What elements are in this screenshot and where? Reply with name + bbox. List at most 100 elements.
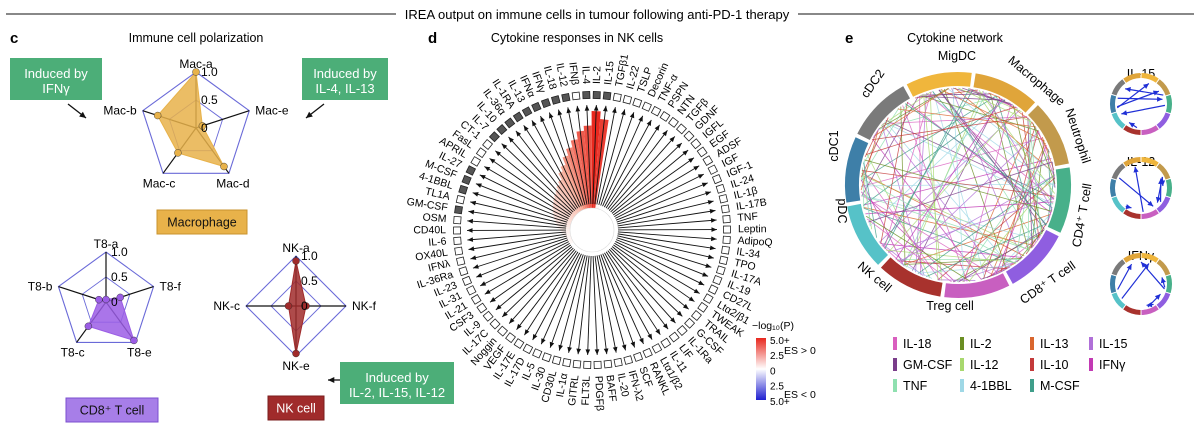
network-edge — [1041, 136, 1055, 170]
cytokine-arrowhead — [470, 200, 477, 206]
t8-tick-label: 0 — [111, 295, 118, 309]
cytokine-box — [702, 293, 714, 304]
network-segment — [847, 203, 888, 265]
cytokine-arrow — [495, 150, 573, 214]
network-edge — [898, 174, 1055, 263]
network-legend-label: GM-CSF — [903, 358, 953, 372]
mini-network-arrowhead — [1157, 96, 1163, 102]
cytokine-arrow — [489, 158, 571, 216]
network-edge — [902, 213, 1051, 266]
mini-network-arrowhead — [1143, 263, 1149, 270]
cytokine-label: TPO — [733, 257, 757, 274]
cytokine-arrowhead — [602, 105, 608, 112]
mini-network-arrowhead — [1147, 200, 1154, 207]
cytokine-box — [513, 338, 525, 349]
cytokine-box — [454, 205, 463, 215]
network-edge — [865, 201, 1054, 215]
network-edge — [863, 158, 1052, 206]
cytokine-arrow — [614, 165, 700, 218]
cytokine-arrow — [577, 255, 590, 355]
t8-outer-ring — [57, 251, 155, 344]
network-edge — [863, 162, 877, 238]
mini-network-segment — [1123, 157, 1141, 167]
network-edge — [989, 93, 1029, 252]
nk-label: NK cell — [267, 395, 325, 421]
cytokine-arrow — [472, 237, 568, 269]
mini-network-segment — [1156, 259, 1171, 276]
cytokine-arrow — [475, 183, 569, 221]
cytokine-arrowhead — [475, 183, 482, 188]
network-edge — [884, 120, 1011, 267]
cytokine-arrow — [586, 105, 592, 205]
network-segment — [944, 273, 1010, 298]
cytokine-box — [458, 184, 469, 195]
cytokine-box — [668, 331, 680, 343]
cytokine-arrow — [468, 233, 567, 250]
mini-network-segment — [1123, 209, 1141, 219]
mini-network: IL-15 — [1109, 67, 1172, 135]
cytokine-label: BAFF — [603, 374, 618, 402]
network-edge — [917, 265, 1012, 274]
cytokine-box — [476, 302, 488, 314]
cytokine-box — [572, 359, 582, 369]
network-edge — [995, 95, 1039, 241]
cytokine-arrow — [568, 255, 588, 353]
cytokine-box — [489, 318, 501, 330]
cytokine-arrowhead — [705, 263, 712, 268]
cytokine-arrowhead — [558, 344, 563, 351]
cytokine-box — [540, 98, 551, 109]
cytokine-arrow — [617, 200, 714, 225]
nk-value-point — [302, 302, 310, 310]
network-edge — [917, 174, 1055, 274]
cytokine-box — [521, 106, 533, 117]
cytokine-arrow — [508, 249, 576, 324]
cytokine-arrowhead — [549, 112, 554, 119]
cytokine-arrowhead — [540, 116, 545, 123]
cytokine-box — [613, 357, 623, 368]
cytokine-box — [651, 343, 663, 354]
network-edge — [1032, 236, 1041, 248]
callout-il2-il15-il12-text: Induced by IL-2, IL-15, IL-12 — [349, 370, 445, 400]
cytokine-arrow — [603, 119, 652, 208]
cytokine-label: IL-4 — [579, 66, 592, 85]
cytokine-arrowhead — [647, 333, 653, 340]
mini-network-segment — [1156, 79, 1171, 96]
cytokine-arrowhead — [484, 289, 491, 295]
network-segment — [857, 86, 911, 141]
callout-ifng-text: Induced by IFNγ — [24, 66, 88, 96]
network-cell-label: MigDC — [938, 49, 976, 63]
cytokine-arrow — [614, 242, 700, 294]
nk-tick-label: 0.5 — [301, 274, 318, 288]
legend-tick: 0 — [770, 366, 776, 377]
mini-network: IFNγ — [1109, 249, 1172, 315]
wheel-center — [569, 207, 615, 253]
mini-network-segment — [1141, 209, 1159, 219]
cytokine-arrowhead — [523, 125, 529, 132]
network-edge — [1027, 120, 1031, 253]
cytokine-bar — [595, 203, 599, 209]
nk-axis-label: NK-c — [213, 299, 240, 313]
mini-network-arrowhead — [1133, 166, 1139, 173]
callout-il2-il15-il12-box — [340, 362, 454, 404]
cytokine-arrowhead — [472, 264, 479, 269]
cytokine-arrow — [489, 244, 572, 303]
mini-network-arrowhead — [1125, 87, 1131, 93]
cytokine-arrowhead — [707, 200, 714, 205]
network-edge — [878, 88, 949, 130]
legend-colorbar — [756, 338, 766, 400]
mini-network-edge — [1118, 177, 1154, 207]
cytokine-arrowhead — [495, 304, 502, 310]
network-edge — [929, 92, 939, 280]
network-edge — [895, 98, 1003, 260]
mini-network-arrowhead — [1146, 302, 1153, 308]
cytokine-arrowhead — [676, 143, 682, 149]
network-edge — [865, 106, 1016, 155]
cytokine-label: OX40L — [415, 247, 449, 264]
mini-network-edge — [1121, 104, 1166, 115]
macrophage-axis-label: Mac-e — [255, 104, 289, 118]
arrow-to-mac-b-head — [79, 111, 86, 118]
cytokine-box — [504, 117, 516, 129]
network-legend-swatch — [893, 358, 897, 371]
callout-ifng: Induced by IFNγ — [10, 58, 102, 100]
cytokine-arrow — [596, 255, 617, 353]
